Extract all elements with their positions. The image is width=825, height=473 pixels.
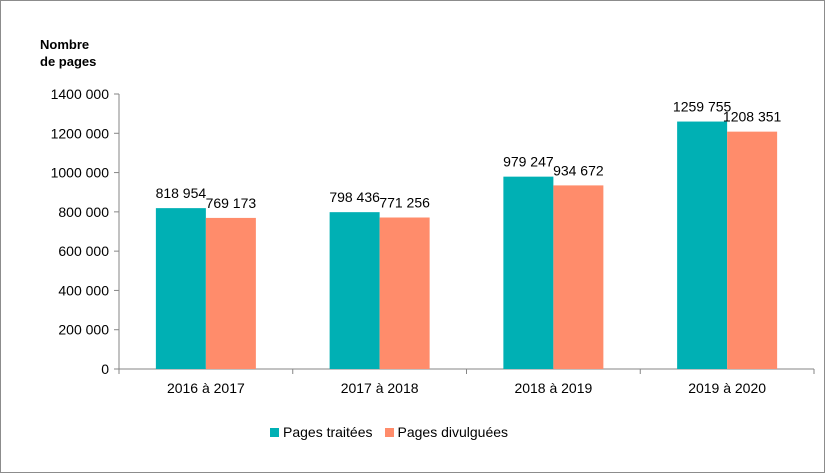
y-tick-label: 800 000	[58, 204, 109, 220]
data-label: 769 173	[206, 195, 257, 211]
data-label: 979 247	[503, 154, 554, 170]
y-tick-label: 1000 000	[51, 165, 110, 181]
bar-pages-traitees	[329, 212, 380, 369]
legend-item-pages-divulguees: Pages divulguées	[384, 424, 509, 440]
data-label: 771 256	[379, 195, 430, 211]
legend-label-pages-divulguees: Pages divulguées	[397, 424, 509, 440]
data-label: 1259 755	[673, 99, 732, 115]
data-label: 798 436	[329, 189, 380, 205]
data-label: 818 954	[156, 185, 207, 201]
x-tick-label: 2018 à 2019	[514, 380, 592, 396]
y-tick-label: 1400 000	[51, 86, 110, 102]
bar-pages-traitees	[503, 176, 554, 369]
bar-pages-divulguees	[379, 217, 430, 369]
y-tick-label: 1200 000	[51, 125, 110, 141]
data-label: 934 672	[553, 162, 604, 178]
y-axis-label: Nombre de pages	[40, 36, 96, 70]
bar-pages-traitees	[155, 208, 206, 369]
y-axis-label-line-1: Nombre	[40, 37, 90, 52]
x-tick-label: 2016 à 2017	[167, 380, 245, 396]
y-axis-label-line-2: de pages	[40, 54, 97, 69]
x-tick-label: 2019 à 2020	[688, 380, 766, 396]
legend-swatch-pages-traitees	[270, 427, 279, 437]
data-label: 1208 351	[723, 109, 782, 125]
y-tick-label: 600 000	[58, 243, 109, 259]
legend-label-pages-traitees: Pages traitées	[283, 424, 373, 440]
y-tick-label: 0	[101, 361, 109, 377]
legend: Pages traitées Pages divulguées	[270, 424, 520, 440]
legend-swatch-pages-divulguees	[384, 427, 394, 437]
bar-pages-divulguees	[553, 185, 604, 369]
bar-pages-divulguees	[727, 131, 778, 369]
y-tick-label: 200 000	[58, 322, 109, 338]
bar-pages-traitees	[677, 121, 728, 369]
x-tick-label: 2017 à 2018	[341, 380, 419, 396]
y-tick-label: 400 000	[58, 282, 109, 298]
bar-pages-divulguees	[205, 217, 256, 369]
legend-item-pages-traitees: Pages traitées	[270, 424, 373, 440]
